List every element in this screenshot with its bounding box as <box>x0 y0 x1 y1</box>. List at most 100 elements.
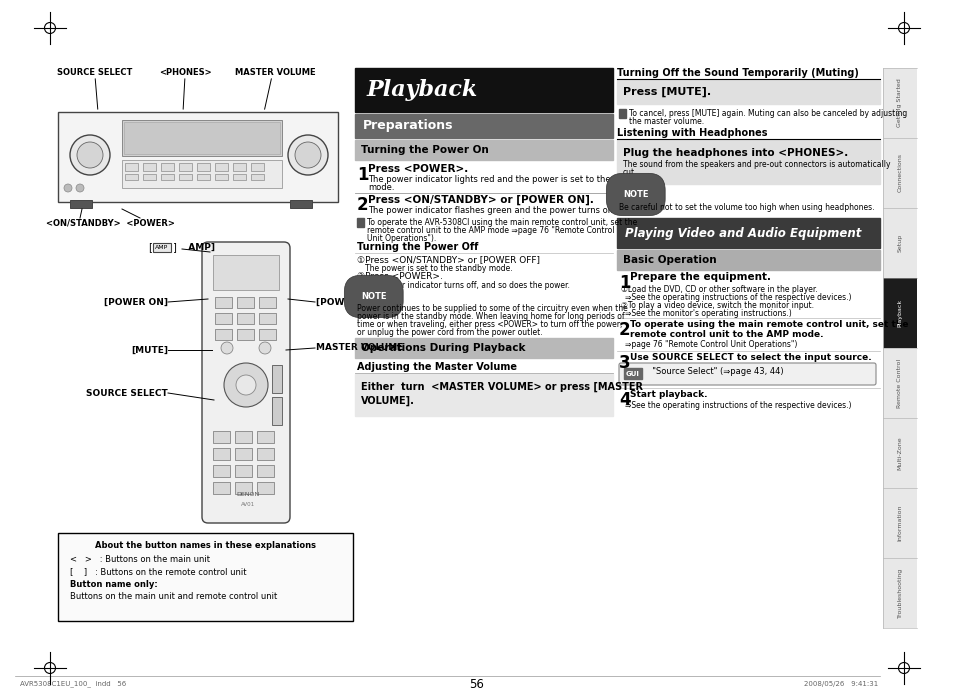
Text: [    ]   : Buttons on the remote control unit: [ ] : Buttons on the remote control unit <box>70 567 246 576</box>
Bar <box>236 313 253 324</box>
Bar <box>355 140 613 160</box>
Bar <box>256 448 274 460</box>
Bar <box>355 68 613 112</box>
Bar <box>882 138 916 208</box>
Text: Setup: Setup <box>897 234 902 252</box>
Text: remote control unit to the AMP mode ⇒page 76 "Remote Control: remote control unit to the AMP mode ⇒pag… <box>367 226 614 235</box>
Bar <box>356 218 364 227</box>
Text: 3: 3 <box>618 354 630 372</box>
Bar <box>161 174 173 180</box>
Circle shape <box>294 142 320 168</box>
Text: Turning the Power Off: Turning the Power Off <box>356 242 477 252</box>
Bar <box>161 163 173 171</box>
Circle shape <box>76 184 84 192</box>
Text: ⇒See the operating instructions of the respective devices.): ⇒See the operating instructions of the r… <box>624 293 851 302</box>
Text: To operate the AVR-5308CI using the main remote control unit, set the: To operate the AVR-5308CI using the main… <box>367 218 637 227</box>
Bar <box>882 208 916 278</box>
Bar <box>623 368 641 379</box>
Bar <box>882 278 916 348</box>
Text: SOURCE SELECT: SOURCE SELECT <box>86 389 168 397</box>
Text: To cancel, press [MUTE] again. Muting can also be canceled by adjusting: To cancel, press [MUTE] again. Muting ca… <box>628 109 906 118</box>
Text: cut.: cut. <box>622 168 637 177</box>
Bar <box>258 329 275 340</box>
Text: [POWER ON]: [POWER ON] <box>104 297 168 306</box>
Bar <box>196 174 210 180</box>
Text: Press <ON/STANDBY> or [POWER ON].: Press <ON/STANDBY> or [POWER ON]. <box>368 195 594 205</box>
Bar <box>214 297 232 308</box>
Text: SOURCE SELECT: SOURCE SELECT <box>57 68 132 77</box>
Bar <box>234 482 252 494</box>
Text: Button name only:: Button name only: <box>70 580 157 589</box>
Bar <box>234 448 252 460</box>
Bar <box>214 313 232 324</box>
Circle shape <box>221 342 233 354</box>
Text: "Source Select" (⇒page 43, 44): "Source Select" (⇒page 43, 44) <box>646 367 782 376</box>
Text: Playback: Playback <box>367 79 477 101</box>
Bar <box>214 163 228 171</box>
Text: ②To play a video device, switch the monitor input.: ②To play a video device, switch the moni… <box>620 301 813 310</box>
Bar <box>233 163 246 171</box>
Text: mode.: mode. <box>368 183 395 192</box>
Text: remote control unit to the AMP mode.: remote control unit to the AMP mode. <box>629 330 822 339</box>
Bar <box>179 174 192 180</box>
Text: 4: 4 <box>618 391 630 409</box>
Text: Playback: Playback <box>897 299 902 327</box>
Text: To operate using the main remote control unit, set the: To operate using the main remote control… <box>629 320 907 329</box>
Text: Unit Operations").: Unit Operations"). <box>367 234 436 243</box>
Text: <ON/STANDBY>  <POWER>: <ON/STANDBY> <POWER> <box>46 218 174 227</box>
Text: MASTER VOLUME: MASTER VOLUME <box>234 68 315 77</box>
Bar <box>214 329 232 340</box>
Text: AVR5308C1EU_100_  indd   56: AVR5308C1EU_100_ indd 56 <box>20 681 126 688</box>
Text: Troubleshooting: Troubleshooting <box>897 568 902 618</box>
Text: 1: 1 <box>356 166 368 184</box>
Circle shape <box>288 135 328 175</box>
Bar <box>882 488 916 558</box>
Bar <box>122 160 282 188</box>
Circle shape <box>64 184 71 192</box>
Text: Getting Started: Getting Started <box>897 79 902 127</box>
Circle shape <box>258 342 271 354</box>
Text: <PHONES>: <PHONES> <box>158 68 212 77</box>
Text: Listening with Headphones: Listening with Headphones <box>617 128 767 138</box>
Bar <box>290 200 312 208</box>
Text: Basic Operation: Basic Operation <box>622 255 716 265</box>
Text: Connections: Connections <box>897 154 902 193</box>
Text: Turning the Power On: Turning the Power On <box>360 145 488 155</box>
Bar <box>882 68 916 628</box>
Bar <box>125 163 138 171</box>
Bar <box>122 120 282 156</box>
Bar <box>617 80 879 104</box>
Text: 56: 56 <box>469 678 484 690</box>
Bar <box>70 200 91 208</box>
Text: The power is set to the standby mode.: The power is set to the standby mode. <box>365 264 512 273</box>
Bar <box>618 109 625 118</box>
Bar <box>124 122 280 154</box>
Text: [: [ <box>148 242 152 252</box>
Bar <box>179 163 192 171</box>
Text: Preparations: Preparations <box>363 119 453 133</box>
Text: [MUTE]: [MUTE] <box>131 346 168 355</box>
Bar <box>355 114 613 138</box>
Bar <box>234 465 252 477</box>
Bar <box>125 174 138 180</box>
Text: time or when traveling, either press <POWER> to turn off the power,: time or when traveling, either press <PO… <box>356 320 621 329</box>
Bar <box>251 174 264 180</box>
Text: ①Load the DVD, CD or other software in the player.: ①Load the DVD, CD or other software in t… <box>620 285 817 294</box>
Text: VOLUME].: VOLUME]. <box>360 396 415 406</box>
Bar <box>882 558 916 628</box>
Bar <box>258 297 275 308</box>
Circle shape <box>235 375 255 395</box>
Bar <box>236 297 253 308</box>
Text: Press [MUTE].: Press [MUTE]. <box>622 87 710 97</box>
Text: About the button names in these explanations: About the button names in these explanat… <box>95 541 315 550</box>
Circle shape <box>77 142 103 168</box>
Bar <box>58 533 353 621</box>
Text: GUI: GUI <box>625 371 639 376</box>
Text: Multi-Zone: Multi-Zone <box>897 436 902 470</box>
Text: Operations During Playback: Operations During Playback <box>360 343 525 353</box>
Text: AMP: AMP <box>155 245 169 250</box>
Text: Buttons on the main unit and remote control unit: Buttons on the main unit and remote cont… <box>70 592 277 601</box>
Bar <box>234 431 252 443</box>
Bar <box>213 431 230 443</box>
Text: [POWER OFF]: [POWER OFF] <box>315 297 384 306</box>
